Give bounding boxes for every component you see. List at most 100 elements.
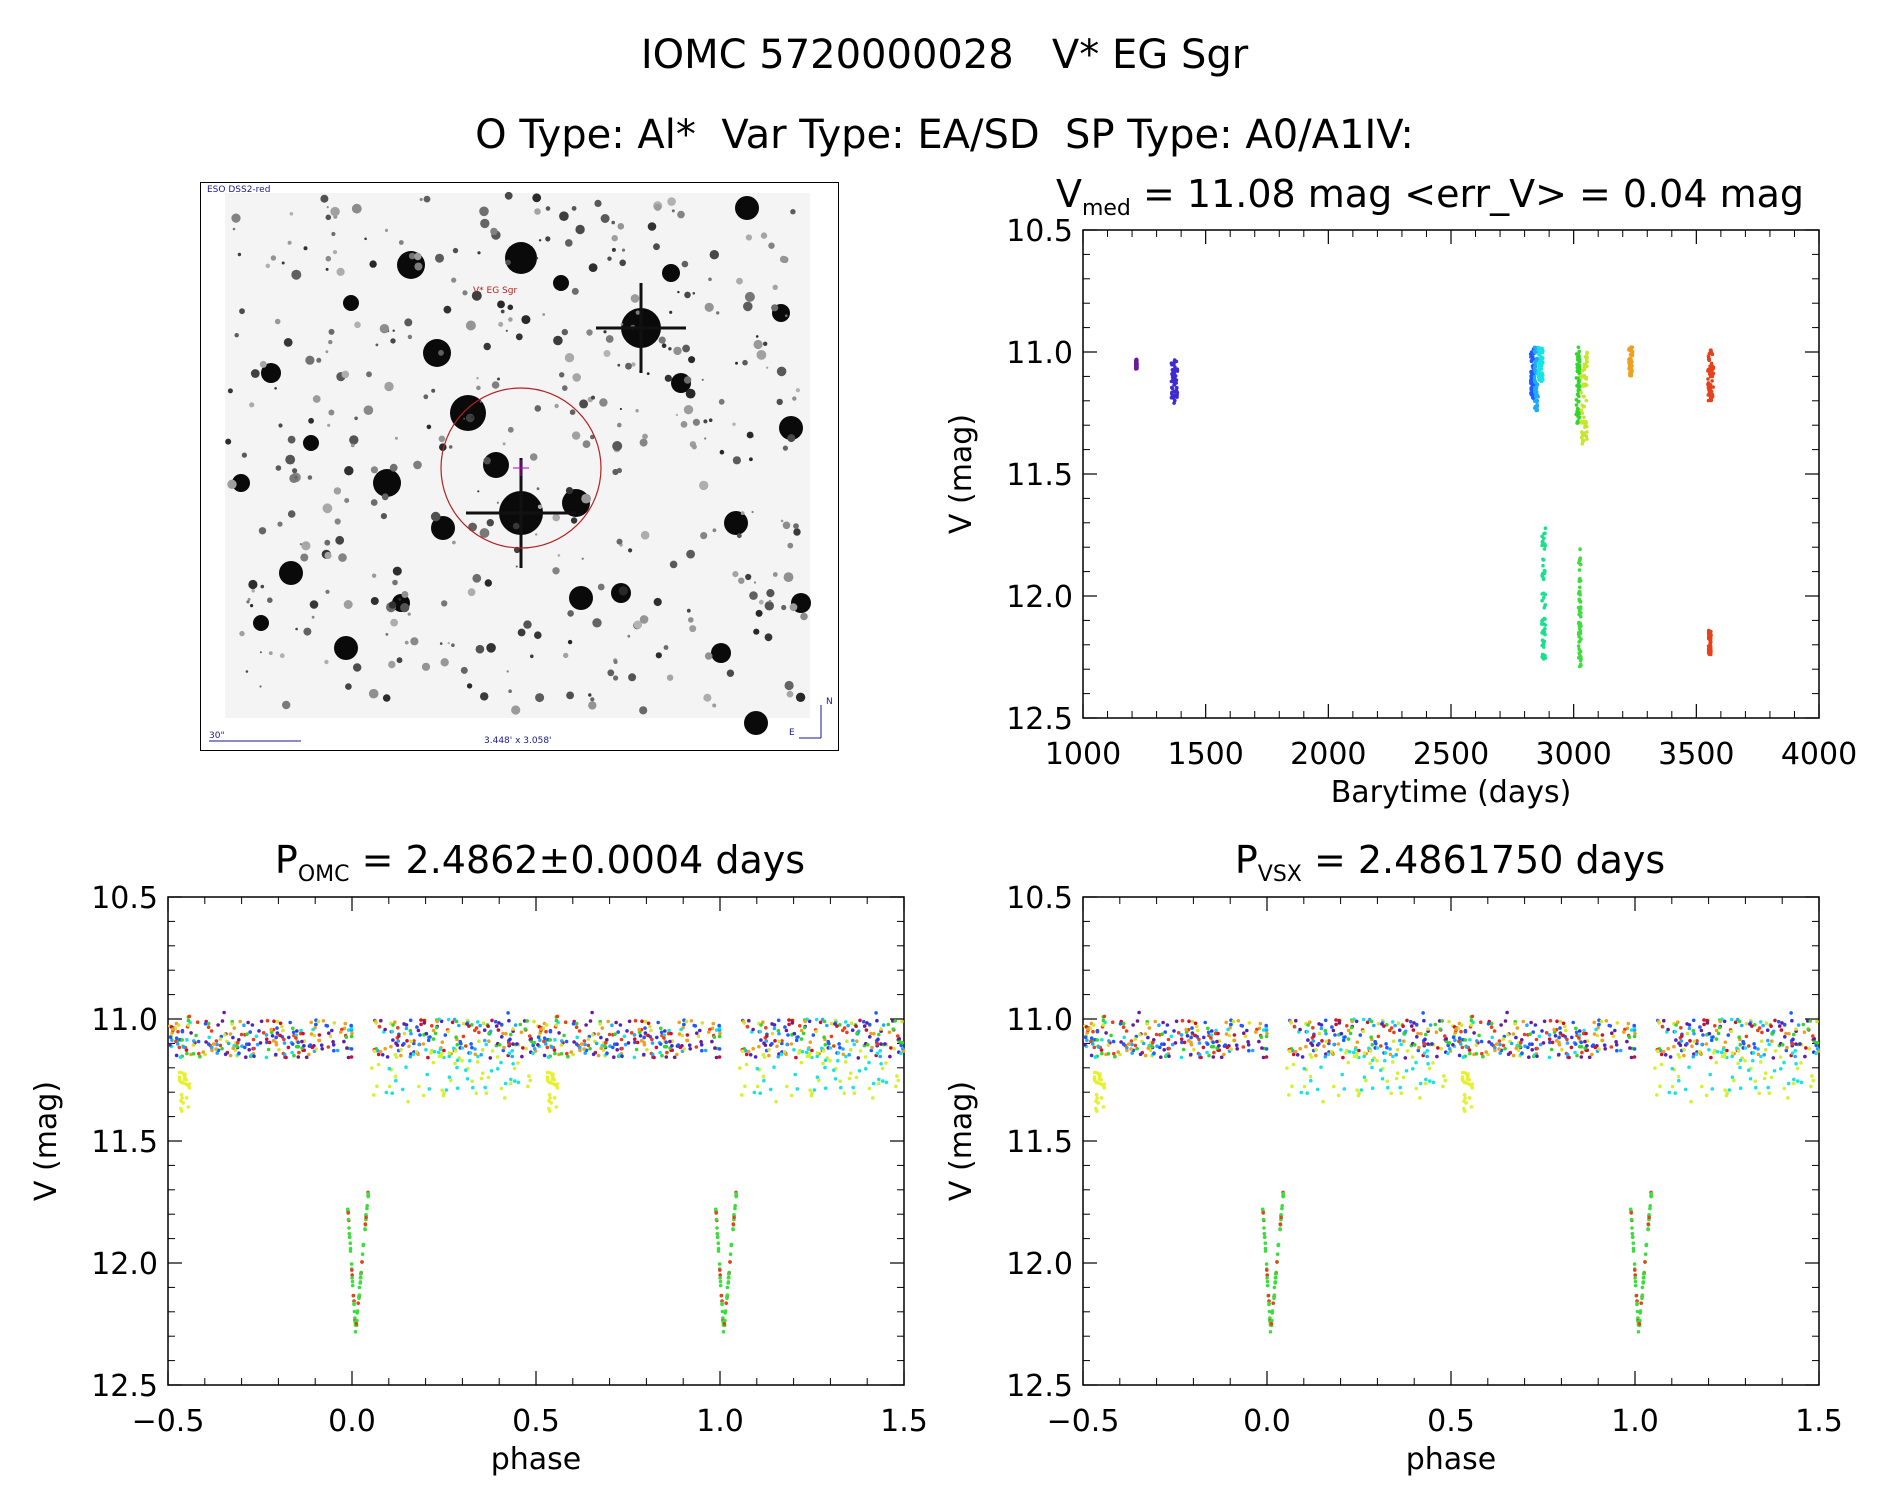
vsx-point bbox=[1334, 1022, 1338, 1027]
faint-star bbox=[308, 417, 314, 424]
omc-point bbox=[894, 1084, 898, 1089]
vsx-point bbox=[1169, 1034, 1174, 1039]
omc-point bbox=[732, 1215, 736, 1220]
omc-point bbox=[182, 1077, 187, 1081]
vsx-point bbox=[1723, 1051, 1727, 1056]
faint-star bbox=[768, 242, 775, 249]
omc-point bbox=[789, 1093, 794, 1098]
faint-star bbox=[325, 214, 332, 221]
lc-point bbox=[1706, 354, 1711, 359]
faint-star bbox=[562, 385, 568, 391]
faint-star bbox=[237, 252, 242, 257]
omc-point bbox=[419, 1018, 423, 1022]
omc-point bbox=[586, 1043, 591, 1048]
omc-point bbox=[668, 1039, 672, 1044]
omc-point bbox=[220, 1019, 225, 1023]
fov-label: 3.448' x 3.058' bbox=[484, 736, 552, 746]
omc-point bbox=[605, 1051, 609, 1055]
omc-point bbox=[226, 1041, 231, 1046]
vsx-point bbox=[1358, 1033, 1363, 1037]
vsx-point bbox=[1469, 1018, 1474, 1023]
faint-star bbox=[278, 423, 283, 428]
omc-point bbox=[713, 1207, 718, 1212]
vsx-point bbox=[1584, 1031, 1588, 1036]
omc-point bbox=[792, 1031, 797, 1036]
vsx-point bbox=[1707, 1048, 1711, 1052]
vsx-point bbox=[1389, 1026, 1394, 1030]
omc-point bbox=[179, 1092, 184, 1097]
omc-point bbox=[650, 1052, 655, 1057]
lc-point bbox=[1583, 355, 1588, 359]
vsx-point bbox=[1317, 1041, 1321, 1046]
lc-ytick-label: 11.0 bbox=[1006, 336, 1073, 371]
vsx-point bbox=[1107, 1039, 1111, 1043]
omc-point bbox=[264, 1037, 269, 1041]
omc-point bbox=[245, 1042, 249, 1046]
vsx-point bbox=[1370, 1042, 1375, 1047]
faint-star bbox=[344, 498, 350, 503]
vsx-point bbox=[1206, 1030, 1211, 1035]
vsx-point bbox=[1709, 1055, 1713, 1060]
faint-star bbox=[639, 438, 648, 447]
omc-point bbox=[559, 1043, 564, 1047]
vsx-point bbox=[1782, 1022, 1787, 1027]
vsx-point bbox=[1125, 1048, 1129, 1053]
faint-star bbox=[251, 588, 255, 593]
vsx-point bbox=[1289, 1021, 1293, 1025]
vsx-point bbox=[1319, 1065, 1323, 1069]
vsx-point bbox=[1426, 1042, 1430, 1046]
vsx-point bbox=[1764, 1071, 1768, 1075]
vsx-point bbox=[1344, 1051, 1348, 1055]
omc-point bbox=[204, 1040, 208, 1044]
omc-xtick-label: 1.0 bbox=[696, 1404, 744, 1439]
omc-point bbox=[521, 1046, 525, 1050]
vsx-point bbox=[1811, 1034, 1815, 1038]
faint-star bbox=[333, 487, 342, 495]
omc-point bbox=[764, 1039, 769, 1043]
vsx-point bbox=[1685, 1031, 1690, 1036]
omc-point bbox=[646, 1033, 650, 1038]
omc-point bbox=[719, 1293, 724, 1298]
vsx-point bbox=[1351, 1050, 1356, 1055]
omc-point bbox=[458, 1039, 463, 1044]
omc-point bbox=[759, 1038, 763, 1042]
omc-point bbox=[611, 1045, 615, 1050]
vsx-point bbox=[1443, 1078, 1448, 1083]
faint-star bbox=[328, 328, 335, 335]
omc-point bbox=[372, 1093, 376, 1097]
omc-point bbox=[513, 1023, 518, 1027]
lc-point bbox=[1170, 375, 1175, 380]
faint-star bbox=[259, 685, 262, 688]
vsx-point bbox=[1121, 1042, 1126, 1046]
omc-point bbox=[312, 1033, 317, 1038]
omc-point bbox=[658, 1050, 662, 1055]
vsx-point bbox=[1458, 1042, 1463, 1046]
faint-star bbox=[370, 597, 379, 605]
omc-point bbox=[346, 1055, 351, 1060]
omc-point bbox=[645, 1047, 649, 1052]
vsx-point bbox=[1385, 1045, 1389, 1050]
omc-point bbox=[720, 1301, 724, 1306]
vsx-point bbox=[1630, 1226, 1634, 1230]
omc-point bbox=[876, 1037, 880, 1042]
omc-point bbox=[642, 1035, 646, 1040]
vsx-point bbox=[1270, 1311, 1274, 1315]
vsx-point bbox=[1414, 1060, 1418, 1065]
omc-point bbox=[728, 1252, 733, 1256]
lc-point bbox=[1709, 633, 1713, 638]
omc-point bbox=[662, 1036, 666, 1040]
vsx-point bbox=[1272, 1285, 1277, 1290]
lc-point bbox=[1540, 543, 1544, 548]
omc-point bbox=[803, 1019, 807, 1024]
vsx-point bbox=[1600, 1033, 1605, 1037]
vsx-point bbox=[1463, 1071, 1467, 1075]
omc-point bbox=[288, 1020, 293, 1025]
vsx-point bbox=[1426, 1062, 1430, 1066]
omc-point bbox=[627, 1019, 632, 1024]
faint-star bbox=[559, 372, 565, 378]
lc-point bbox=[1575, 369, 1580, 374]
target-label: V* EG Sgr bbox=[473, 286, 518, 296]
omc-point bbox=[782, 1050, 787, 1054]
faint-star bbox=[753, 339, 763, 350]
omc-point bbox=[455, 1058, 460, 1063]
